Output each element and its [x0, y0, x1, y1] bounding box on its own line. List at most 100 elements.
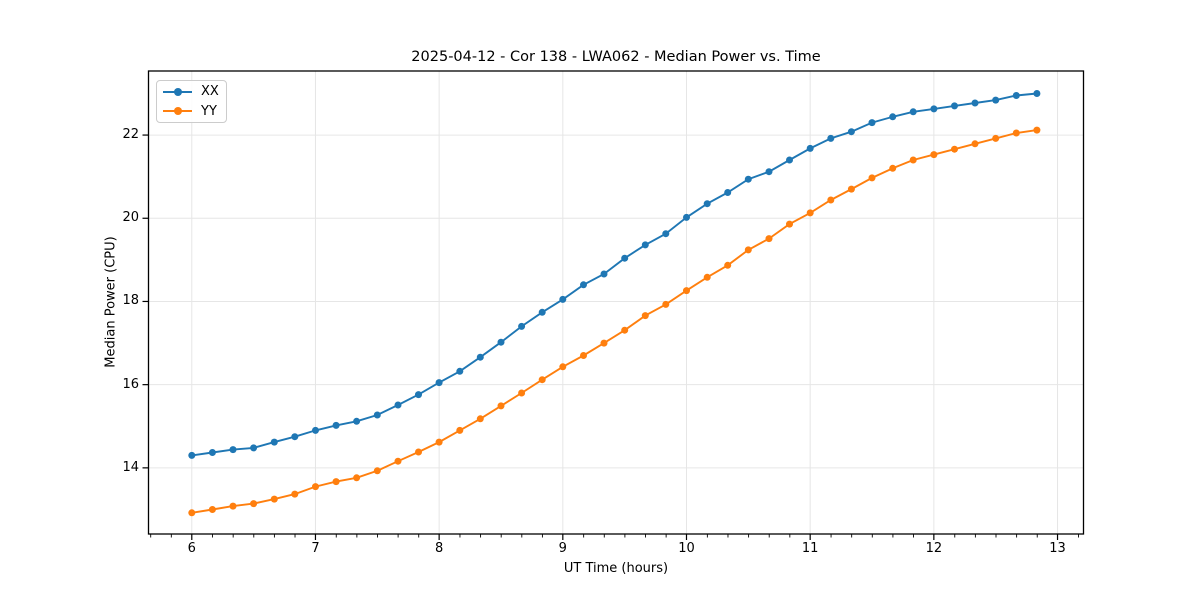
- y-tick-label: 16: [122, 376, 139, 392]
- legend-marker-icon: [173, 107, 182, 116]
- legend: XX YY: [156, 80, 227, 123]
- data-point-marker: [456, 426, 464, 434]
- chart-title: 2025-04-12 - Cor 138 - LWA062 - Median P…: [411, 49, 821, 65]
- data-point-marker: [765, 235, 773, 243]
- data-point-marker: [353, 474, 361, 482]
- data-point-marker: [930, 151, 938, 159]
- data-point-marker: [786, 156, 793, 164]
- data-point-marker: [744, 246, 752, 254]
- data-point-marker: [827, 196, 835, 204]
- legend-item-xx: XX: [163, 82, 220, 101]
- data-point-marker: [188, 509, 196, 517]
- data-point-marker: [188, 451, 196, 459]
- data-point-marker: [580, 352, 587, 359]
- x-tick-label: 9: [558, 541, 567, 556]
- data-point-marker: [703, 200, 711, 208]
- x-tick-label: 8: [435, 541, 444, 556]
- x-tick-label: 13: [1049, 541, 1066, 556]
- data-point-marker: [373, 467, 381, 475]
- data-point-marker: [250, 500, 258, 508]
- data-point-marker: [724, 261, 732, 269]
- data-point-marker: [971, 99, 979, 107]
- data-point-marker: [621, 326, 629, 334]
- series-layer: [188, 90, 1041, 517]
- data-point-marker: [786, 220, 793, 228]
- data-point-marker: [497, 338, 505, 346]
- data-point-marker: [662, 300, 670, 308]
- data-point-marker: [394, 401, 402, 409]
- x-tick-label: 7: [311, 541, 320, 556]
- series-line-xx: [191, 92, 1037, 457]
- data-point-marker: [312, 483, 319, 491]
- data-point-marker: [641, 241, 649, 249]
- data-point-marker: [270, 438, 278, 446]
- data-point-marker: [683, 213, 690, 221]
- data-point-marker: [229, 446, 237, 454]
- grid-layer: [148, 71, 1084, 534]
- data-point-marker: [889, 164, 897, 172]
- data-point-marker: [291, 433, 299, 441]
- y-tick-label: 22: [122, 127, 139, 143]
- data-point-marker: [580, 281, 587, 289]
- x-tick-label: 10: [678, 541, 695, 556]
- data-point-marker: [909, 108, 917, 116]
- data-point-marker: [683, 287, 690, 295]
- data-point-marker: [744, 175, 752, 183]
- data-point-marker: [415, 391, 422, 399]
- data-point-marker: [497, 402, 505, 410]
- data-point-marker: [868, 174, 876, 182]
- data-point-marker: [971, 140, 979, 148]
- data-point-marker: [250, 444, 258, 452]
- data-point-marker: [518, 322, 526, 330]
- data-point-marker: [435, 379, 443, 387]
- data-point-marker: [600, 270, 608, 278]
- data-point-marker: [270, 495, 278, 503]
- data-point-marker: [600, 339, 608, 347]
- data-point-marker: [559, 295, 567, 303]
- data-point-marker: [538, 376, 546, 384]
- data-point-marker: [847, 128, 855, 136]
- data-point-marker: [208, 449, 216, 456]
- data-point-marker: [394, 457, 402, 465]
- data-point-marker: [724, 189, 732, 196]
- legend-label-xx: XX: [201, 84, 219, 100]
- data-point-marker: [621, 254, 629, 262]
- data-point-marker: [703, 273, 711, 281]
- data-point-marker: [951, 102, 958, 110]
- y-tick-label: 14: [122, 459, 139, 475]
- data-point-marker: [332, 421, 340, 429]
- data-point-marker: [930, 105, 938, 113]
- data-point-marker: [1012, 92, 1020, 99]
- y-tick-label: 18: [122, 293, 139, 309]
- data-point-marker: [476, 415, 484, 423]
- x-tick-label: 6: [187, 541, 196, 556]
- data-point-marker: [827, 134, 835, 142]
- data-point-marker: [806, 144, 814, 152]
- data-point-marker: [312, 426, 319, 434]
- tick-mark-layer: [142, 134, 1079, 540]
- series-line-yy: [191, 129, 1038, 514]
- data-point-marker: [518, 389, 526, 397]
- legend-marker-icon: [173, 87, 182, 96]
- legend-sample-xx: [163, 87, 192, 96]
- data-point-marker: [559, 363, 567, 371]
- x-tick-label: 11: [801, 541, 819, 556]
- data-point-marker: [373, 411, 381, 419]
- data-point-marker: [1033, 90, 1041, 97]
- data-point-marker: [641, 312, 649, 320]
- data-point-marker: [538, 308, 546, 316]
- data-point-marker: [456, 367, 464, 375]
- data-point-marker: [415, 448, 422, 456]
- x-tick-label: 12: [925, 541, 943, 556]
- legend-label-yy: YY: [201, 103, 217, 119]
- data-point-marker: [291, 490, 299, 498]
- data-point-marker: [951, 145, 958, 153]
- data-point-marker: [765, 168, 773, 176]
- data-point-marker: [868, 119, 876, 127]
- data-point-marker: [1033, 126, 1041, 134]
- data-point-marker: [229, 502, 237, 510]
- data-point-marker: [332, 478, 340, 486]
- x-axis-label: UT Time (hours): [563, 561, 669, 576]
